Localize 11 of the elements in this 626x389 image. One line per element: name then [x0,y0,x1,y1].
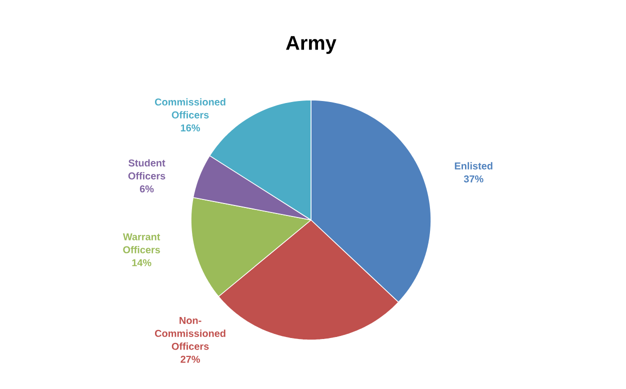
data-label: 37% [464,175,484,182]
data-label: 6% [140,185,154,192]
data-label: 16% [180,124,200,132]
slice-label: Warrant Officers [122,233,160,254]
slice-label: Non-Commissioned Officers [154,317,226,350]
slice-label: Enlisted [454,162,492,170]
data-label: 27% [180,356,200,363]
chart-title: Army [286,36,336,54]
slice-label: Student Officers [128,159,166,180]
slice-label: Commissioned Officers [154,98,226,118]
data-label: 14% [132,259,152,266]
